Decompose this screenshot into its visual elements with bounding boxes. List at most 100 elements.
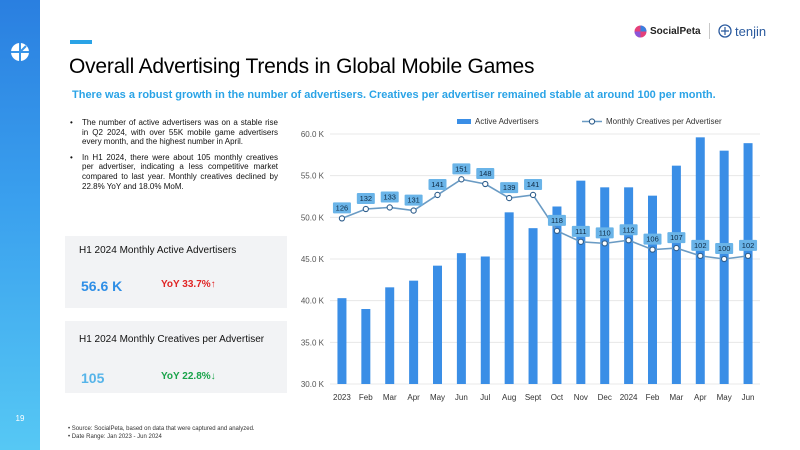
data-label: 106: [646, 235, 659, 244]
legend-line-marker: [588, 118, 596, 125]
line-point: [577, 238, 584, 245]
data-label: 107: [670, 233, 683, 242]
line-creatives-per-advertiser: [341, 178, 749, 260]
bullet-item: The number of active advertisers was on …: [68, 118, 278, 147]
bar-active-advertisers: [695, 137, 705, 384]
card-yoy: YoY 33.7%↑: [161, 279, 216, 290]
x-tick-label: Sept: [525, 393, 542, 402]
data-label: 110: [599, 228, 611, 237]
x-tick-label: Apr: [694, 393, 707, 402]
advertising-trend-chart: 30.0 K 35.0 K 40.0 K 45.0 K 50.0 K 55.0 K 60.0…: [301, 117, 760, 402]
line-point: [601, 240, 608, 247]
x-tick-label: Nov: [574, 393, 588, 402]
card-value: 105: [81, 370, 105, 386]
line-point: [386, 204, 393, 211]
page-number: 19: [15, 414, 25, 423]
card-title: H1 2024 Monthly Creatives per Advertiser: [79, 334, 265, 345]
line-point: [697, 252, 704, 260]
data-label-bg: [643, 233, 662, 245]
page-subtitle: There was a robust growth in the number …: [72, 89, 716, 101]
x-tick-label: Feb: [359, 393, 373, 402]
legend-label-creatives-per-advertiser: Monthly Creatives per Advertiser: [606, 117, 722, 126]
data-label-bg: [571, 225, 590, 237]
line-point: [649, 246, 656, 253]
page-title: Overall Advertising Trends in Global Mob…: [69, 55, 535, 78]
x-tick-label: 2024: [620, 393, 638, 402]
active-advertisers-card: H1 2024 Monthly Active Advertisers 56.6 …: [65, 236, 287, 308]
data-label: 102: [694, 241, 707, 250]
line-point: [625, 237, 632, 244]
bar-active-advertisers: [576, 180, 586, 384]
bar-active-advertisers: [743, 143, 753, 384]
data-label: 141: [527, 180, 540, 189]
data-label-bg: [691, 239, 710, 251]
bar-active-advertisers: [409, 280, 419, 384]
legend-label-active-advertisers: Active Advertisers: [475, 117, 539, 126]
data-label-bg: [547, 214, 566, 226]
line-point: [553, 227, 561, 235]
line-point: [338, 215, 346, 222]
x-tick-label: Aug: [502, 393, 516, 402]
line-point: [410, 207, 417, 214]
line-point: [721, 255, 728, 263]
footnote-item: Source: SocialPeta, based on data that w…: [68, 425, 255, 433]
title-accent-line: [70, 40, 92, 44]
x-tick-label: Mar: [669, 393, 683, 402]
x-tick-label: Feb: [646, 393, 660, 402]
bullet-item: In H1 2024, there were about 105 monthly…: [68, 153, 278, 191]
y-tick-label: 50.0 K: [301, 213, 325, 222]
data-label-bg: [715, 243, 734, 254]
x-tick-label: Mar: [383, 393, 397, 402]
legend-bar-swatch: [457, 119, 471, 124]
x-tick-label: Jun: [742, 393, 755, 402]
line-point: [506, 194, 513, 202]
line-point: [482, 180, 489, 188]
data-label-bg: [452, 163, 471, 175]
bar-active-advertisers: [528, 228, 538, 384]
bar-active-advertisers: [648, 195, 657, 384]
y-tick-label: 55.0 K: [301, 172, 325, 181]
footnote-item: Date Range: Jan 2023 - Jun 2024: [68, 433, 255, 441]
bar-active-advertisers: [480, 256, 490, 384]
data-label: 118: [551, 216, 563, 225]
creatives-per-advertiser-card: H1 2024 Monthly Creatives per Advertiser…: [65, 321, 287, 393]
bar-active-advertisers: [624, 187, 634, 384]
data-label-bg: [380, 191, 399, 203]
data-label: 151: [455, 164, 468, 173]
bar-active-advertisers: [600, 187, 610, 384]
bar-active-advertisers: [719, 150, 729, 384]
data-label-bg: [332, 202, 351, 214]
bar-active-advertisers: [337, 298, 347, 384]
data-label: 126: [336, 203, 349, 212]
card-title: H1 2024 Monthly Active Advertisers: [79, 245, 237, 256]
x-tick-label: Oct: [551, 393, 564, 402]
bar-active-advertisers: [385, 287, 395, 384]
data-label: 112: [623, 225, 635, 234]
brand-separator: [709, 23, 710, 39]
bar-active-advertisers: [456, 253, 466, 384]
insight-bullets: The number of active advertisers was on …: [68, 118, 278, 197]
data-label: 139: [503, 183, 516, 192]
footnotes: Source: SocialPeta, based on data that w…: [68, 425, 255, 441]
bar-active-advertisers: [504, 212, 514, 384]
data-label: 148: [479, 169, 492, 178]
bar-active-advertisers: [671, 165, 681, 384]
data-label: 131: [407, 196, 420, 205]
socialpeta-brand-text: SocialPeta: [650, 25, 701, 37]
x-tick-label: Dec: [598, 393, 612, 402]
x-tick-label: Jun: [455, 393, 468, 402]
data-label-bg: [595, 227, 614, 239]
data-label: 141: [431, 180, 444, 189]
data-label-bg: [500, 182, 519, 194]
data-label: 111: [575, 227, 586, 236]
data-label-bg: [428, 178, 447, 190]
x-tick-label: Apr: [407, 393, 420, 402]
socialpeta-logo-icon: [11, 43, 29, 61]
tenjin-mark-icon: [718, 24, 732, 38]
y-tick-label: 30.0 K: [301, 380, 325, 389]
bar-active-advertisers: [433, 265, 442, 384]
x-tick-label: May: [717, 393, 732, 402]
data-label-bg: [404, 194, 423, 206]
x-tick-label: 2023: [333, 393, 351, 402]
side-accent-bar: 19: [0, 0, 40, 450]
